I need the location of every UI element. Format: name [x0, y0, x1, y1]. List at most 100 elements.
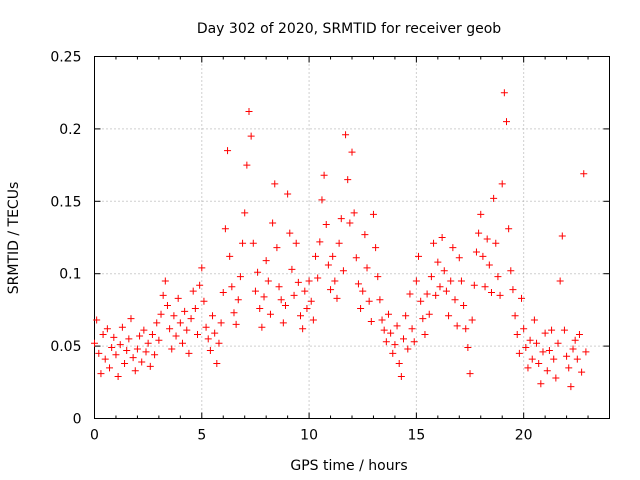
x-tick-label: 15: [407, 428, 425, 444]
chart-title: Day 302 of 2020, SRMTID for receiver geo…: [197, 21, 501, 37]
data-point: [247, 132, 255, 140]
y-axis-label: SRMTID / TECUs: [6, 182, 22, 295]
data-point: [234, 296, 242, 304]
data-point: [535, 359, 543, 367]
data-point: [389, 349, 397, 357]
data-point: [404, 345, 412, 353]
data-point: [430, 239, 438, 247]
x-tick-label: 10: [300, 428, 318, 444]
data-point: [114, 373, 122, 381]
data-point: [344, 176, 352, 184]
data-point: [419, 315, 427, 323]
data-point: [507, 267, 515, 275]
y-tick-label: 0.05: [50, 339, 81, 355]
data-point: [468, 316, 476, 324]
data-point: [163, 302, 171, 310]
data-point: [432, 291, 440, 299]
data-point: [200, 297, 208, 305]
data-point: [99, 331, 107, 339]
data-point: [329, 252, 337, 260]
data-point: [320, 171, 328, 179]
data-point: [339, 267, 347, 275]
data-point: [232, 320, 240, 328]
x-axis-label: GPS time / hours: [290, 458, 407, 474]
y-tick-label: 0: [73, 412, 82, 428]
data-point: [260, 293, 268, 301]
data-point: [427, 273, 435, 281]
data-point: [530, 316, 538, 324]
data-point: [365, 297, 373, 305]
data-point: [148, 331, 156, 339]
data-point: [121, 359, 129, 367]
data-point: [176, 319, 184, 327]
data-point: [380, 326, 388, 334]
data-point: [316, 238, 324, 246]
data-point: [434, 258, 442, 266]
x-tick-label: 5: [197, 428, 206, 444]
data-point: [174, 294, 182, 302]
data-point: [275, 283, 283, 291]
data-point: [239, 239, 247, 247]
data-point: [305, 277, 313, 285]
data-point: [580, 170, 588, 178]
data-point: [400, 335, 407, 343]
data-point: [526, 336, 534, 344]
data-point: [101, 355, 109, 363]
data-point: [294, 278, 302, 286]
data-point: [455, 254, 463, 262]
data-point: [505, 225, 513, 233]
data-point: [412, 277, 420, 285]
data-point: [217, 319, 225, 327]
data-point: [376, 296, 384, 304]
data-point: [515, 349, 523, 357]
data-point: [425, 310, 433, 318]
data-point: [395, 359, 403, 367]
data-point: [513, 331, 521, 339]
data-point: [224, 147, 232, 155]
data-point: [312, 252, 320, 260]
data-point: [537, 380, 545, 388]
data-point: [485, 261, 493, 269]
data-point: [95, 349, 103, 357]
data-point: [554, 339, 562, 347]
data-point: [350, 209, 358, 217]
data-point: [567, 383, 575, 391]
data-point: [286, 229, 294, 237]
data-point: [402, 312, 410, 320]
data-point: [123, 346, 131, 354]
data-point: [187, 315, 195, 323]
data-point: [408, 325, 416, 333]
data-point: [442, 287, 450, 295]
data-point: [337, 215, 345, 223]
data-point: [569, 345, 577, 353]
data-point: [575, 331, 583, 339]
data-point: [138, 358, 146, 366]
data-points: [91, 89, 590, 391]
data-point: [198, 264, 206, 272]
data-point: [335, 239, 343, 247]
data-point: [494, 273, 502, 281]
data-point: [359, 287, 367, 295]
data-point: [211, 329, 219, 337]
data-point: [533, 339, 541, 347]
data-point: [445, 312, 453, 320]
data-point: [552, 374, 560, 382]
data-point: [479, 252, 487, 260]
data-point: [262, 257, 270, 265]
data-point: [170, 312, 178, 320]
data-point: [110, 333, 118, 341]
data-point: [142, 348, 150, 356]
data-point: [254, 268, 262, 276]
data-point: [112, 351, 120, 359]
data-point: [249, 239, 257, 247]
x-axis-ticks: 0 5 10 15 20: [90, 56, 589, 444]
data-point: [492, 239, 500, 247]
data-point: [415, 252, 423, 260]
data-point: [348, 148, 356, 156]
data-point: [269, 219, 277, 227]
data-point: [391, 341, 399, 349]
data-point: [129, 354, 137, 362]
y-axis-ticks: 0 0.05 0.1 0.15 0.2 0.25: [50, 50, 610, 428]
data-point: [483, 235, 491, 243]
data-point: [528, 355, 536, 363]
